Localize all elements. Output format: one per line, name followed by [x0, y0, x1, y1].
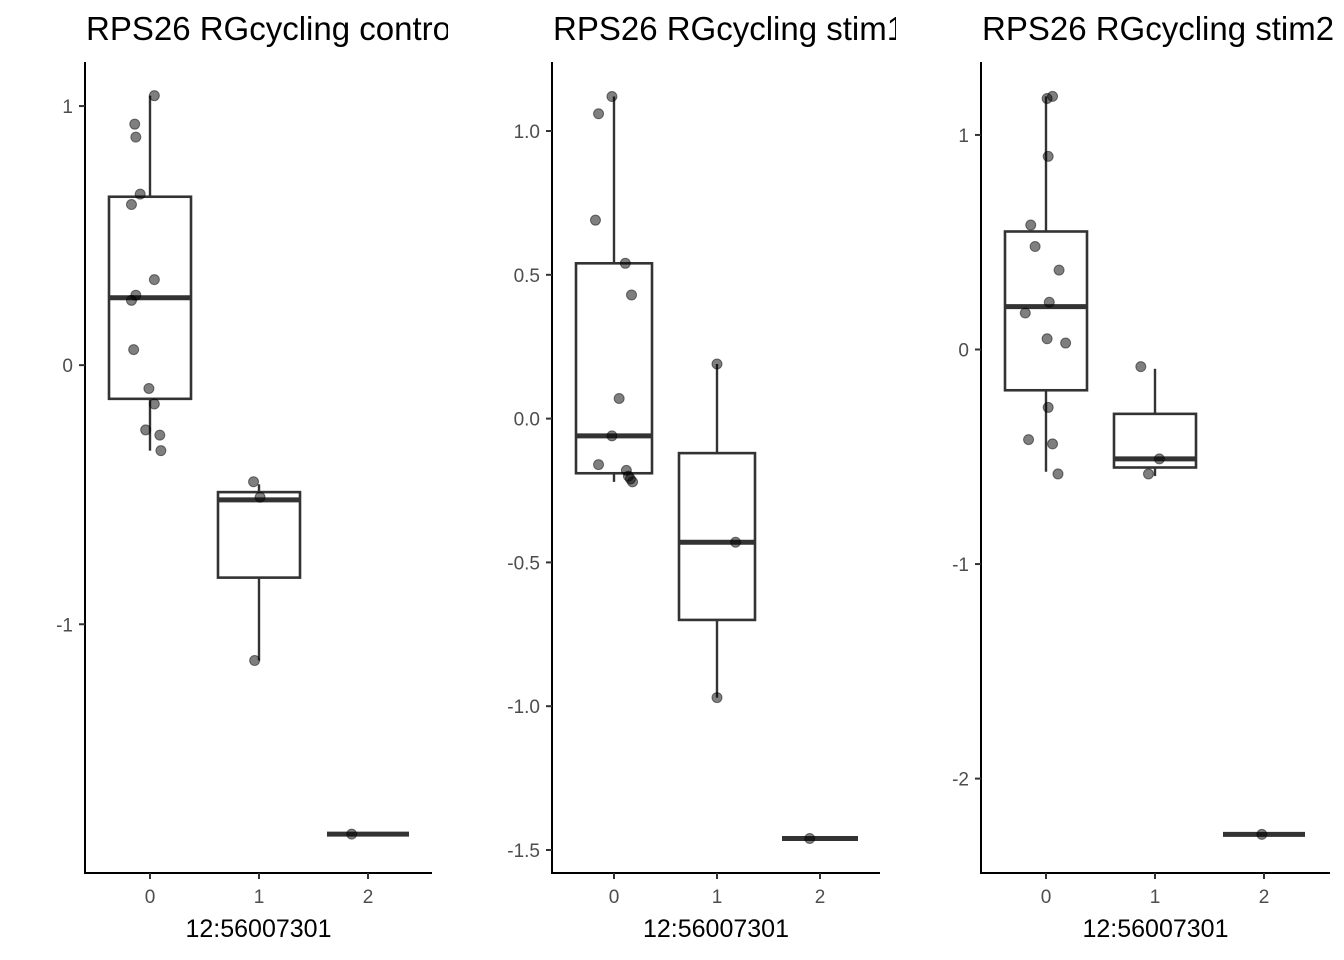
data-point [1041, 92, 1053, 104]
data-point [1256, 828, 1268, 840]
box-iqr [216, 490, 302, 579]
x-tick-label: 0 [145, 887, 156, 908]
data-point [125, 294, 137, 306]
y-tick-label: 0 [958, 340, 969, 361]
data-point [346, 828, 358, 840]
data-point [613, 392, 625, 404]
y-tick-label: 0.5 [514, 266, 540, 287]
panel-title: RPS26 RGcycling control [86, 10, 458, 47]
data-point [1135, 361, 1147, 373]
data-point [606, 91, 618, 103]
y-tick-label: -1.5 [507, 841, 540, 862]
box-1 [677, 363, 757, 698]
data-point [593, 108, 605, 120]
data-point [626, 289, 638, 301]
data-point [1060, 337, 1072, 349]
data-point [1052, 468, 1064, 480]
data-point [143, 382, 155, 394]
data-point [1153, 453, 1165, 465]
data-point [148, 274, 160, 286]
data-point [129, 118, 141, 130]
data-point [254, 491, 266, 503]
data-point [248, 476, 260, 488]
y-tick-label: -1.0 [507, 697, 540, 718]
x-tick-label: 1 [254, 887, 265, 908]
data-point [589, 214, 601, 226]
data-point [154, 429, 166, 441]
x-tick-label: 1 [1150, 887, 1161, 908]
x-axis-title: 12:56007301 [1083, 915, 1229, 943]
y-tick-label: 1 [62, 97, 73, 118]
x-tick-label: 2 [1259, 887, 1270, 908]
data-point [619, 257, 631, 269]
y-tick-label: -1 [56, 615, 73, 636]
y-tick-label: 1.0 [514, 122, 540, 143]
data-point [249, 655, 261, 667]
data-point [1023, 434, 1035, 446]
x-tick-label: 2 [815, 887, 826, 908]
panel-title: RPS26 RGcycling stim2 [982, 10, 1334, 47]
box-0 [1003, 96, 1089, 472]
box-0 [574, 96, 654, 482]
x-axis-title: 12:56007301 [186, 915, 332, 943]
data-point [1047, 438, 1059, 450]
y-tick-label: -2 [952, 770, 969, 791]
data-point [155, 445, 167, 457]
y-tick-label: 0.0 [514, 410, 540, 431]
y-tick-label: 0 [62, 356, 73, 377]
data-point [711, 358, 723, 370]
data-point [125, 199, 137, 211]
x-tick-label: 1 [712, 887, 723, 908]
data-point [804, 832, 816, 844]
data-point [730, 536, 742, 548]
panel-0: RPS26 RGcycling control 1 0 -1 0 1 2 12:5600730… [56, 10, 458, 943]
data-point [1142, 468, 1154, 480]
box-iqr [1003, 230, 1089, 392]
y-tick-label: 1 [958, 126, 969, 147]
data-point [711, 692, 723, 704]
y-tick-label: -1 [952, 555, 969, 576]
data-point [140, 424, 152, 436]
data-point [593, 459, 605, 471]
data-point [134, 188, 146, 200]
data-point [1019, 307, 1031, 319]
data-point [128, 344, 140, 356]
x-tick-label: 0 [609, 887, 620, 908]
data-point [1042, 150, 1054, 162]
data-point [1041, 333, 1053, 345]
x-axis-title: 12:56007301 [643, 915, 789, 943]
panel-2: RPS26 RGcycling stim2 1 0 -1 -2 0 1 2 12:5600730… [952, 10, 1334, 943]
box-iqr [574, 262, 654, 475]
box-iqr [677, 451, 757, 622]
data-point [1042, 401, 1054, 413]
data-point [1053, 264, 1065, 276]
data-point [148, 90, 160, 102]
data-point [606, 430, 618, 442]
data-point [148, 398, 160, 410]
x-tick-label: 0 [1041, 887, 1052, 908]
data-point [130, 131, 142, 143]
panel-1: RPS26 RGcycling stim1 1.0 0.5 0.0 -0.5 -1.0 -1… [507, 10, 905, 943]
box-1 [216, 484, 302, 661]
panel-title: RPS26 RGcycling stim1 [553, 10, 905, 47]
data-point [1043, 296, 1055, 308]
data-point [627, 476, 639, 488]
x-tick-label: 2 [363, 887, 374, 908]
data-point [1025, 219, 1037, 231]
y-tick-label: -0.5 [507, 553, 540, 574]
box-0 [107, 95, 193, 451]
data-point [1029, 241, 1041, 253]
